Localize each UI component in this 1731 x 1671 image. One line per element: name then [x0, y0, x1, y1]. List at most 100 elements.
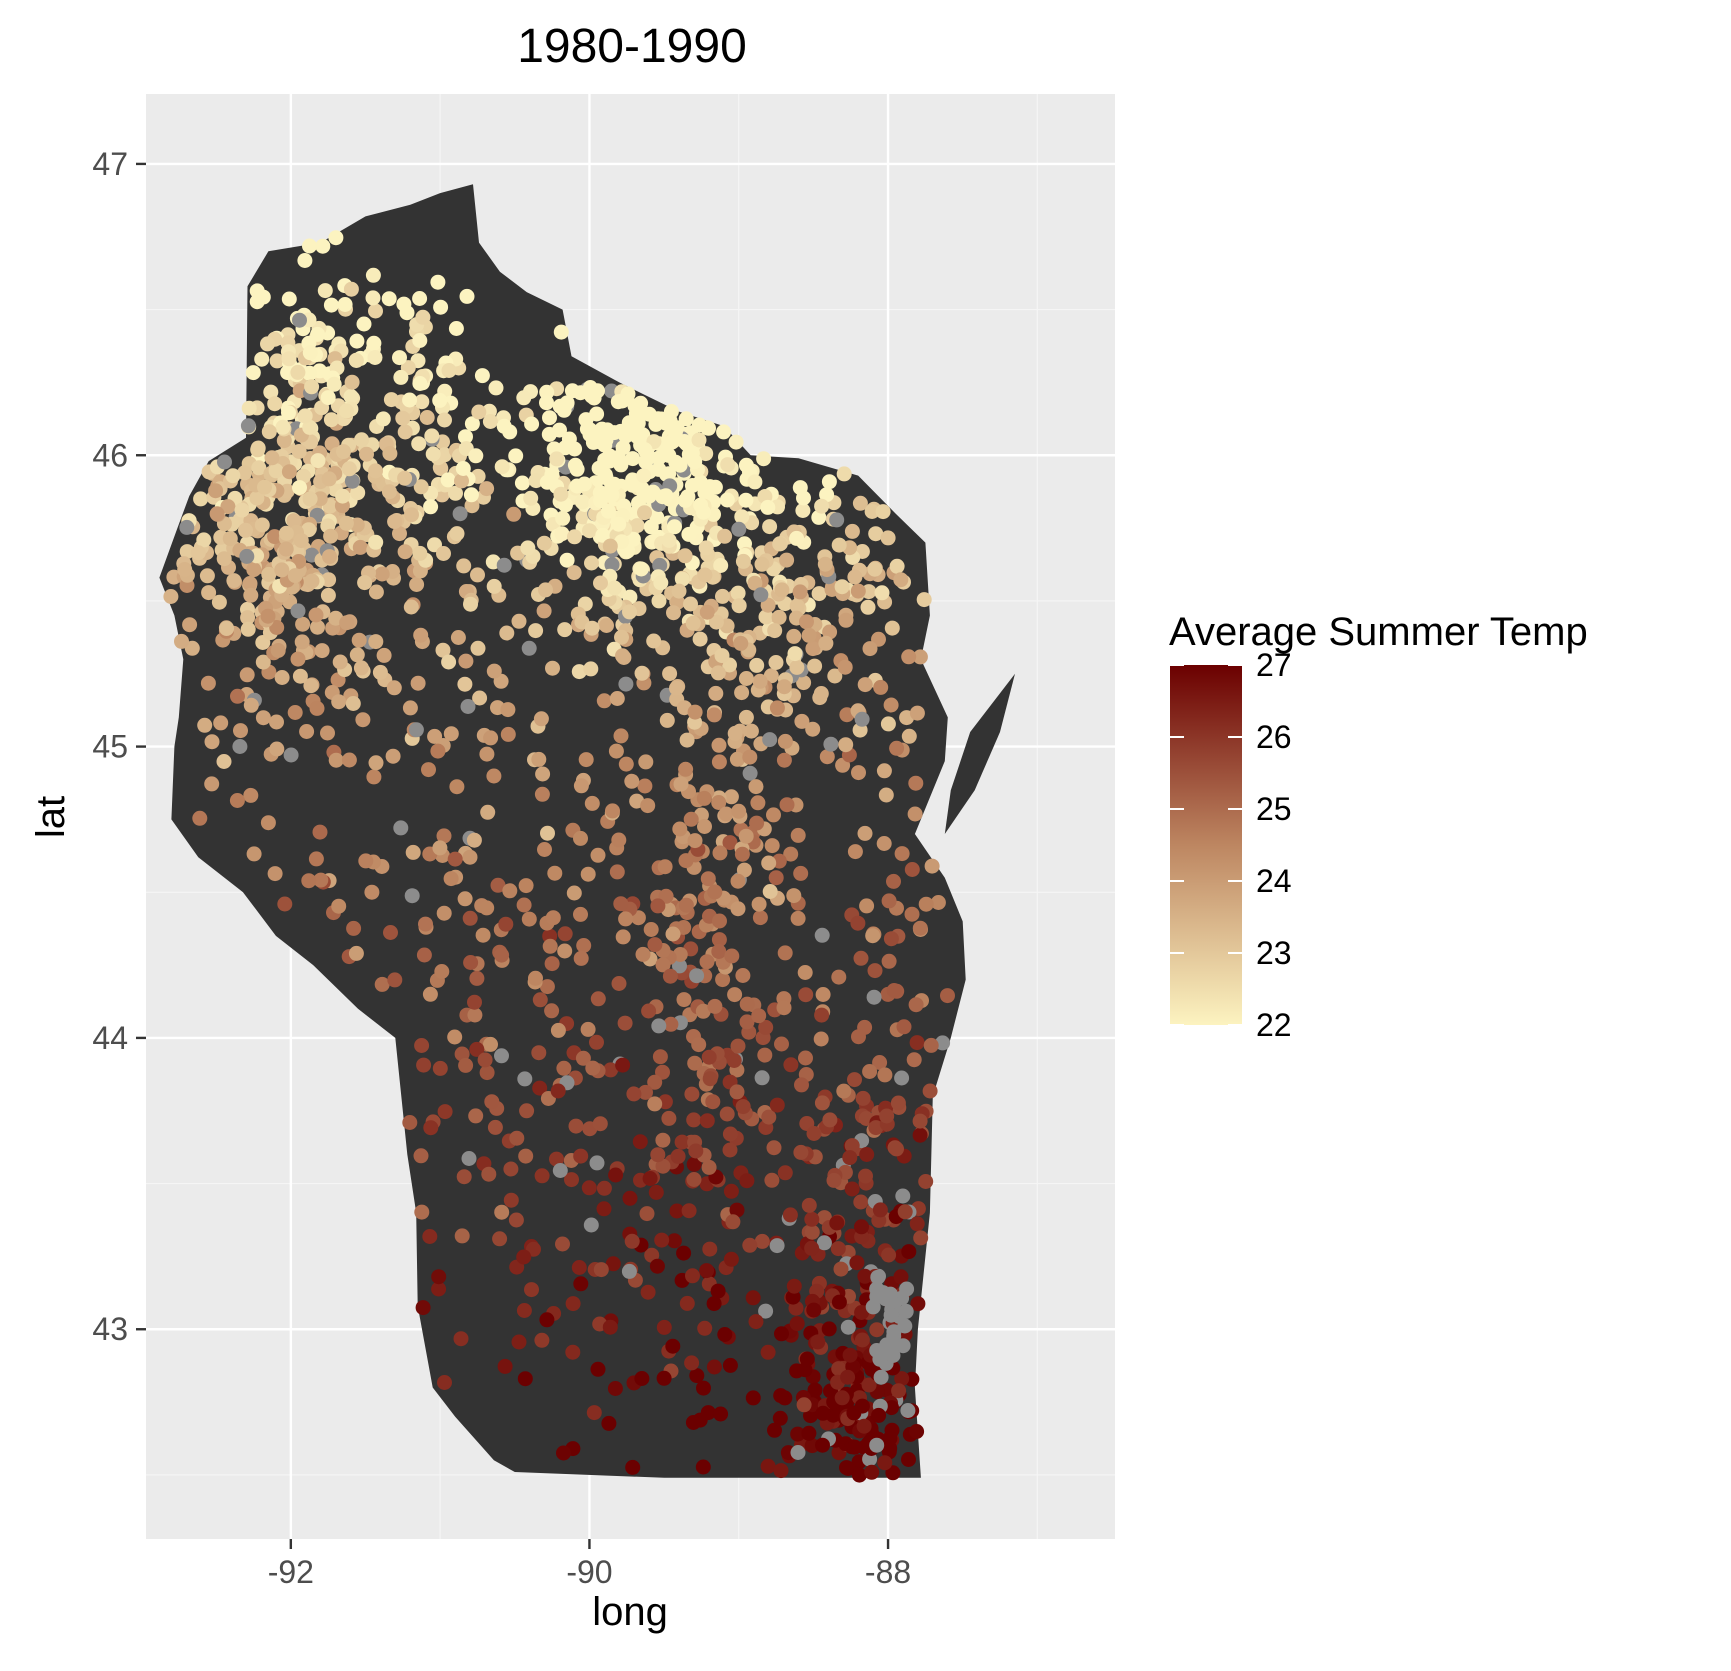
data-point	[387, 972, 403, 988]
data-point	[661, 1110, 677, 1126]
x-tick-label: -92	[268, 1554, 314, 1590]
data-point	[731, 598, 747, 614]
data-point	[432, 392, 448, 408]
data-point	[517, 1371, 533, 1387]
data-point	[669, 680, 684, 696]
data-point	[452, 506, 468, 522]
data-point	[819, 487, 835, 503]
data-point	[672, 821, 688, 837]
data-point	[518, 878, 534, 894]
data-point	[463, 596, 478, 612]
data-point	[382, 446, 398, 461]
data-point	[199, 568, 215, 584]
data-point	[448, 321, 464, 336]
data-point	[269, 714, 284, 730]
data-point	[834, 1390, 850, 1406]
data-point	[523, 490, 539, 506]
data-point	[636, 468, 652, 484]
data-point	[601, 1415, 617, 1431]
data-point	[807, 658, 823, 674]
data-point	[776, 1000, 792, 1016]
data-point	[752, 673, 768, 689]
data-point	[739, 1014, 755, 1030]
data-point	[509, 1130, 525, 1146]
data-point	[571, 1260, 587, 1275]
data-point	[877, 1067, 893, 1083]
data-point	[909, 1216, 925, 1232]
data-point	[607, 580, 622, 596]
data-point	[552, 398, 568, 414]
data-point	[397, 544, 413, 560]
data-point	[402, 392, 418, 408]
data-point	[320, 587, 336, 603]
data-point	[663, 1016, 679, 1032]
data-point	[796, 490, 811, 506]
data-point	[661, 466, 677, 482]
data-point	[821, 1321, 837, 1337]
data-point	[275, 419, 291, 435]
data-point	[789, 598, 805, 614]
data-point	[685, 615, 701, 631]
data-point	[701, 1049, 717, 1065]
data-point	[590, 991, 606, 1007]
data-point	[349, 333, 365, 349]
data-point	[502, 883, 518, 899]
data-point	[760, 1344, 776, 1360]
data-point	[772, 1410, 788, 1426]
data-point	[174, 633, 189, 649]
data-point	[534, 1332, 550, 1348]
data-point	[733, 635, 749, 651]
legend-label: 22	[1256, 1007, 1292, 1043]
data-point	[615, 648, 630, 664]
data-point	[734, 846, 750, 862]
data-point	[758, 1303, 774, 1319]
data-point	[687, 1055, 703, 1071]
data-point	[457, 891, 473, 907]
data-point	[804, 1224, 820, 1240]
data-point	[647, 937, 663, 953]
data-point	[569, 478, 585, 494]
data-point	[575, 1050, 591, 1066]
data-point	[216, 551, 232, 567]
data-point	[689, 968, 705, 984]
data-point	[366, 769, 382, 785]
data-point	[569, 461, 585, 477]
legend-label: 26	[1256, 719, 1292, 755]
data-point	[715, 972, 731, 988]
data-point	[844, 1138, 860, 1154]
data-point	[651, 1018, 667, 1034]
data-point	[302, 365, 318, 381]
data-point	[868, 526, 884, 542]
data-point	[923, 1037, 939, 1053]
data-point	[580, 1021, 596, 1037]
data-point	[711, 754, 727, 770]
data-point	[600, 503, 616, 519]
data-point	[647, 1096, 663, 1112]
data-point	[412, 376, 428, 391]
data-point	[637, 487, 652, 503]
data-point	[813, 686, 829, 701]
data-point	[722, 1126, 738, 1142]
data-point	[706, 1359, 722, 1375]
data-point	[204, 776, 220, 792]
data-point	[237, 465, 253, 481]
data-point	[301, 522, 317, 538]
data-point	[466, 832, 482, 848]
data-point	[847, 1439, 863, 1455]
data-point	[836, 466, 852, 482]
data-point	[225, 468, 241, 484]
data-point	[323, 297, 339, 313]
data-point	[609, 691, 625, 706]
data-point	[592, 1116, 608, 1132]
data-point	[909, 1424, 925, 1439]
data-point	[249, 283, 265, 299]
data-point	[344, 374, 360, 390]
data-point	[762, 732, 778, 748]
data-point	[448, 485, 463, 501]
data-point	[436, 828, 452, 844]
data-point	[875, 504, 891, 520]
data-point	[341, 752, 357, 768]
data-point	[854, 1305, 870, 1320]
data-point	[687, 704, 703, 720]
data-point	[640, 1284, 656, 1300]
